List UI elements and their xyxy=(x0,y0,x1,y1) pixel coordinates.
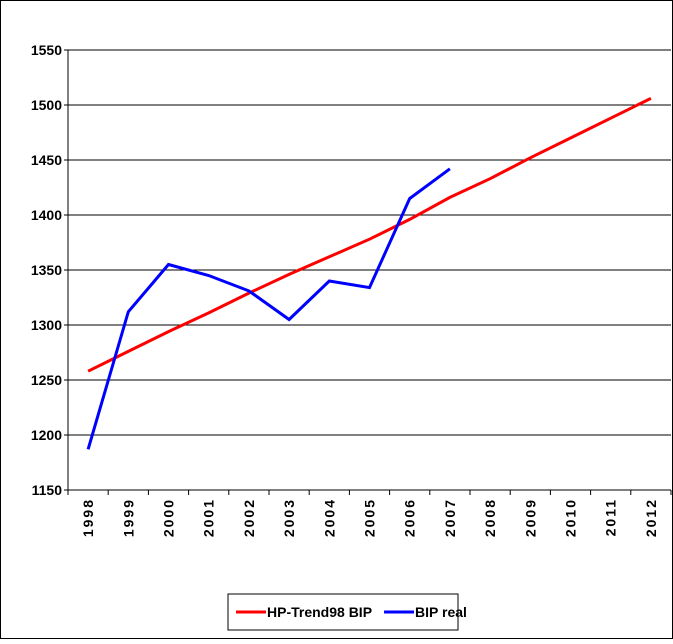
x-tick-label: 2002 xyxy=(241,498,257,537)
x-tick-label: 2009 xyxy=(522,498,538,537)
data-line xyxy=(86,167,451,450)
y-tick-label: 1400 xyxy=(31,207,62,223)
x-tick-label: 2006 xyxy=(402,498,418,537)
x-tick-label: 2000 xyxy=(161,498,177,537)
y-tick-label: 1150 xyxy=(32,482,63,498)
x-tick-label: 2008 xyxy=(482,498,498,537)
x-tick-label: 2001 xyxy=(201,498,217,537)
x-tick-label: 2010 xyxy=(563,498,579,537)
x-tick-label: 2004 xyxy=(321,498,337,537)
y-tick-label: 1500 xyxy=(31,97,62,113)
y-tick-label: 1450 xyxy=(31,152,62,168)
y-tick-label: 1350 xyxy=(31,262,62,278)
x-tick-label: 1999 xyxy=(120,498,136,537)
data-line xyxy=(87,97,652,373)
x-tick-label: 2003 xyxy=(281,498,297,537)
y-tick-label: 1200 xyxy=(31,427,62,443)
x-tick-label: 1998 xyxy=(80,498,96,537)
legend-box xyxy=(227,593,459,631)
x-tick-label: 2012 xyxy=(643,498,659,537)
y-tick-label: 1300 xyxy=(31,317,62,333)
x-tick-label: 2007 xyxy=(442,498,458,537)
legend-label: BIP real xyxy=(415,604,467,620)
legend-label: HP-Trend98 BIP xyxy=(267,604,372,620)
x-tick-label: 2005 xyxy=(362,498,378,537)
y-tick-label: 1250 xyxy=(31,372,62,388)
y-tick-label: 1550 xyxy=(31,42,62,58)
x-tick-label: 2011 xyxy=(603,498,619,536)
